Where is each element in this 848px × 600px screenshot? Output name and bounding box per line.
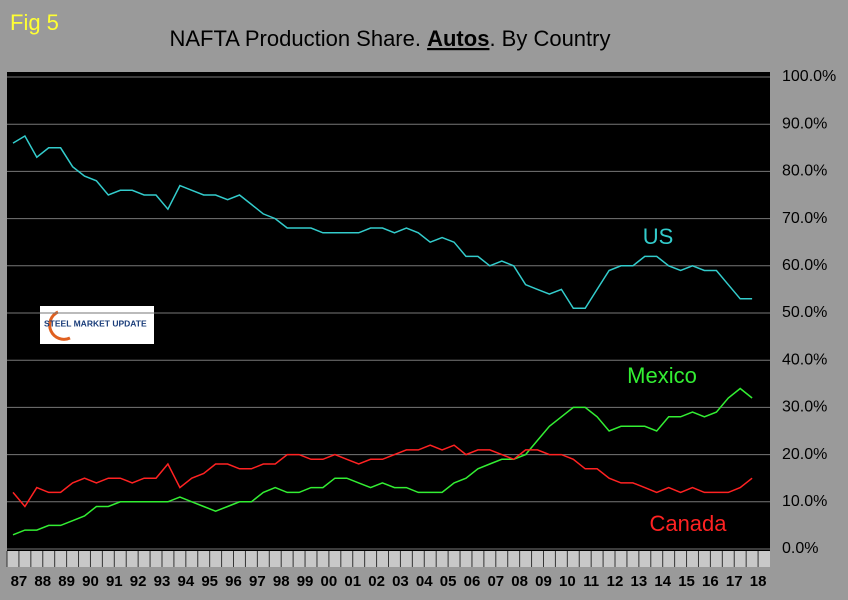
- y-tick-label: 70.0%: [782, 210, 827, 227]
- figure-label: Fig 5: [10, 10, 59, 35]
- y-tick-label: 40.0%: [782, 351, 827, 368]
- x-tick-label: 16: [702, 573, 719, 590]
- x-tick-label: 88: [34, 573, 51, 590]
- x-tick-label: 90: [82, 573, 99, 590]
- chart-title: NAFTA Production Share. Autos. By Countr…: [170, 26, 611, 51]
- x-tick-label: 99: [297, 573, 314, 590]
- x-tick-label: 96: [225, 573, 242, 590]
- x-tick-label: 04: [416, 573, 433, 590]
- y-tick-label: 100.0%: [782, 68, 836, 85]
- x-tick-label: 11: [583, 573, 599, 590]
- y-tick-label: 60.0%: [782, 257, 827, 274]
- x-tick-label: 89: [58, 573, 75, 590]
- title-part: NAFTA Production Share.: [170, 26, 428, 51]
- series-line: [12, 387, 753, 536]
- x-tick-label: 17: [726, 573, 743, 590]
- y-tick-label: 80.0%: [782, 163, 827, 180]
- logo-swoosh: [48, 310, 71, 341]
- x-tick-label: 94: [177, 573, 194, 590]
- x-tick-label: 95: [201, 573, 218, 590]
- x-tick-label: 06: [464, 573, 481, 590]
- x-tick-label: 00: [321, 573, 338, 590]
- x-tick-label: 07: [487, 573, 504, 590]
- logo-text: STEEL MARKET UPDATE: [44, 318, 147, 328]
- x-tick-label: 87: [11, 573, 28, 590]
- series-label: Mexico: [627, 363, 697, 388]
- x-tick-label: 93: [154, 573, 171, 590]
- x-tick-label: 08: [511, 573, 528, 590]
- y-tick-label: 10.0%: [782, 493, 827, 510]
- x-tick-label: 10: [559, 573, 576, 590]
- y-tick-label: 50.0%: [782, 304, 827, 321]
- x-tick-label: 13: [631, 573, 648, 590]
- x-tick-label: 14: [654, 573, 671, 590]
- series-label: Canada: [649, 511, 727, 536]
- x-tick-label: 97: [249, 573, 266, 590]
- series-label: US: [643, 224, 674, 249]
- x-tick-label: 92: [130, 573, 147, 590]
- x-tick-label: 02: [368, 573, 385, 590]
- y-tick-label: 30.0%: [782, 399, 827, 416]
- x-tick-label: 18: [750, 573, 767, 590]
- x-tick-label: 05: [440, 573, 457, 590]
- series-line: [12, 444, 753, 508]
- title-part: . By Country: [489, 26, 610, 51]
- y-tick-label: 0.0%: [782, 540, 818, 557]
- y-tick-label: 20.0%: [782, 446, 827, 463]
- y-tick-label: 90.0%: [782, 115, 827, 132]
- x-tick-label: 09: [535, 573, 552, 590]
- x-tick-label: 98: [273, 573, 290, 590]
- title-part: Autos: [427, 26, 489, 51]
- logo: STEEL MARKET UPDATE: [40, 306, 154, 344]
- x-tick-label: 15: [678, 573, 695, 590]
- series-line: [12, 134, 753, 310]
- x-tick-label: 12: [607, 573, 624, 590]
- x-tick-label: 91: [106, 573, 123, 590]
- x-tick-label: 03: [392, 573, 409, 590]
- x-tick-label: 01: [344, 573, 361, 590]
